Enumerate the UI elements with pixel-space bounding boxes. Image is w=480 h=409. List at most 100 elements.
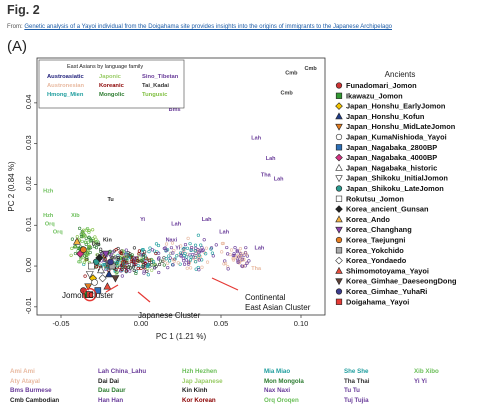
modern-sample-point	[200, 265, 204, 269]
modern-sample-point	[116, 262, 120, 266]
modern-sample-point	[179, 244, 183, 248]
modern-sample-point	[109, 253, 113, 257]
population-code-entry: Kor Korean	[182, 396, 216, 404]
pca-chart: -0.05 0.00 0.05 0.10 -0.01 0.00 0.01 0.02 0.03 0.…	[7, 57, 457, 341]
modern-sample-point	[132, 259, 136, 263]
modern-sample-point	[120, 267, 124, 271]
modern-sample-point	[164, 248, 168, 252]
ancients-legend-label: Korea_Yondaedo	[346, 256, 407, 265]
modern-sample-point	[73, 251, 78, 256]
population-code-entry: Dai Dai	[98, 377, 119, 385]
modern-sample-point	[209, 247, 213, 251]
modern-sample-point	[137, 253, 141, 257]
modern-sample-point	[247, 259, 251, 263]
population-label: Cmb	[285, 70, 298, 76]
population-label: Lah	[274, 176, 284, 182]
modern-sample-point	[196, 247, 200, 252]
ancients-legend-marker	[335, 205, 343, 213]
modern-sample-point	[182, 248, 186, 252]
modern-sample-point	[199, 243, 203, 247]
ancients-legend-marker	[335, 123, 343, 131]
continental-label-line2: East Asian Cluster	[245, 303, 311, 312]
modern-sample-point	[115, 260, 119, 265]
modern-sample-point	[210, 251, 215, 255]
population-label: Lah	[266, 156, 276, 162]
modern-sample-point	[182, 259, 186, 263]
modern-sample-point	[197, 268, 201, 272]
population-code-entry: Han Han	[98, 396, 124, 404]
modern-sample-point	[91, 228, 95, 232]
ancient-marker	[80, 246, 87, 254]
modern-sample-point	[214, 243, 218, 247]
modern-sample-point	[150, 248, 154, 252]
modern-sample-point	[226, 267, 230, 271]
modern-sample-point	[165, 261, 170, 265]
modern-sample-point	[123, 265, 128, 269]
modern-sample-point	[83, 234, 87, 238]
source-link[interactable]: Genetic analysis of a Yayoi individual f…	[24, 24, 392, 30]
legend-title: East Asians by language family	[67, 64, 143, 70]
ancients-legend-label: Japan_Nagabaka_2800BP	[346, 143, 437, 152]
ancients-legend-marker	[335, 236, 343, 244]
modern-sample-point	[75, 235, 79, 239]
modern-sample-point	[78, 226, 82, 230]
ancients-legend-title: Ancients	[385, 70, 416, 79]
modern-sample-point	[95, 253, 99, 257]
population-code-entry: Cmb Cambodian	[10, 396, 60, 404]
modern-sample-point	[95, 239, 100, 243]
modern-sample-point	[87, 244, 92, 248]
modern-sample-point	[164, 242, 169, 246]
jomon-cluster-label: Jomon Cluster	[62, 291, 114, 300]
modern-sample-point	[166, 266, 170, 270]
modern-sample-point	[80, 239, 84, 244]
modern-sample-point	[241, 264, 245, 269]
y-tick-label: -0.01	[24, 297, 33, 314]
population-code-entry: Nax Naxi	[264, 387, 291, 394]
modern-sample-point	[146, 263, 150, 267]
population-label: Bms	[169, 107, 181, 113]
population-code-entry: Dau Daur	[98, 387, 126, 394]
continental-arrow	[211, 277, 239, 291]
modern-sample-point	[114, 248, 118, 252]
modern-sample-point	[171, 251, 175, 255]
modern-sample-point	[186, 236, 190, 240]
modern-sample-point	[170, 241, 175, 245]
modern-sample-point	[235, 250, 239, 254]
ancient-marker	[95, 253, 104, 262]
modern-sample-point	[156, 243, 161, 248]
modern-sample-point	[241, 264, 246, 268]
ancients-legend-marker	[335, 163, 343, 171]
modern-sample-point	[142, 271, 146, 275]
ancients-legend-marker	[335, 144, 343, 151]
population-label: Hzh	[43, 189, 54, 195]
population-code-entry: Lah China_Lahu	[98, 368, 147, 375]
panel-label: (A)	[7, 38, 27, 55]
modern-sample-point	[157, 251, 161, 255]
modern-sample-point	[153, 266, 157, 270]
modern-sample-point	[122, 262, 126, 266]
modern-sample-point	[168, 256, 172, 260]
legend-entry: Tungusic	[142, 92, 168, 98]
modern-sample-point	[115, 270, 119, 274]
ancients-legend-label: Japan_Nagabaka_4000BP	[346, 153, 437, 162]
ancients-legend-label: Japan_Nagabaka_historic	[346, 163, 437, 172]
modern-sample-point	[87, 235, 91, 239]
modern-sample-point	[168, 259, 172, 263]
ancients-legend-label: Japan_KumaNishioda_Yayoi	[346, 133, 447, 142]
ancients-legend-marker	[335, 215, 343, 223]
ancients-legend-label: Korea_Taejungni	[346, 236, 405, 245]
ancients-legend-label: Korea_Ando	[346, 215, 390, 224]
modern-sample-point	[145, 260, 149, 264]
x-axis-label: PC 1 (1.21 %)	[156, 332, 207, 341]
modern-sample-point	[244, 246, 248, 250]
modern-sample-point	[131, 265, 136, 269]
modern-sample-point	[198, 249, 202, 253]
modern-sample-point	[157, 270, 161, 275]
population-code-entry: Orq Oroqen	[264, 396, 299, 404]
modern-sample-point	[146, 264, 150, 268]
modern-sample-point	[229, 248, 234, 252]
modern-sample-point	[236, 260, 240, 264]
modern-sample-point	[233, 245, 237, 250]
modern-sample-point	[204, 246, 209, 250]
ancients-legend-marker	[335, 226, 343, 234]
